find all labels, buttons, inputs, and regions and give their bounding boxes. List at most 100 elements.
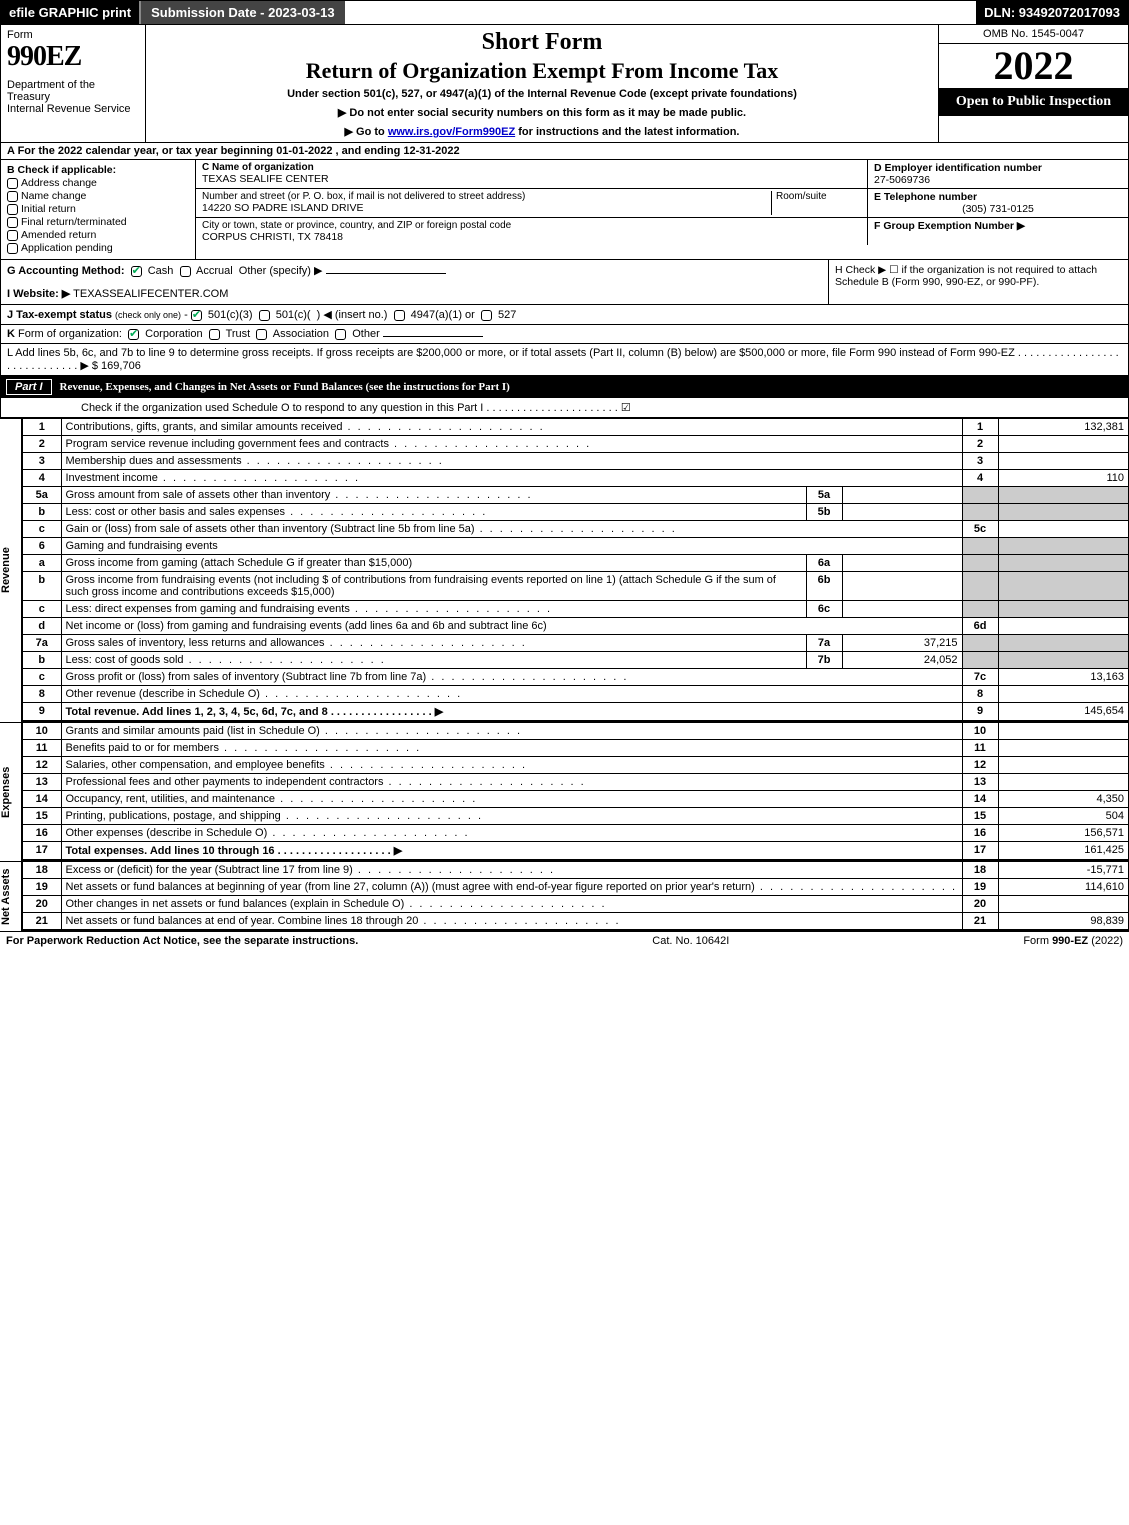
- line-6d: dNet income or (loss) from gaming and fu…: [23, 618, 1128, 635]
- address-label: Number and street (or P. O. box, if mail…: [202, 191, 771, 202]
- form-title: Return of Organization Exempt From Incom…: [154, 58, 930, 84]
- checkbox-icon[interactable]: [7, 230, 18, 241]
- telephone-label: E Telephone number: [874, 191, 1122, 203]
- expenses-table: 10Grants and similar amounts paid (list …: [23, 722, 1128, 860]
- netassets-table: 18Excess or (deficit) for the year (Subt…: [23, 861, 1128, 930]
- row-j-tax-exempt: J Tax-exempt status (check only one) - 5…: [0, 305, 1129, 325]
- line-15: 15Printing, publications, postage, and s…: [23, 808, 1128, 825]
- checkbox-icon[interactable]: [7, 178, 18, 189]
- line-6c: cLess: direct expenses from gaming and f…: [23, 601, 1128, 618]
- footer-right: Form 990-EZ (2022): [1023, 935, 1123, 947]
- form-number: 990EZ: [7, 41, 139, 73]
- line-9: 9Total revenue. Add lines 1, 2, 3, 4, 5c…: [23, 703, 1128, 721]
- footer-center: Cat. No. 10642I: [358, 935, 1023, 947]
- block-b-to-f: B Check if applicable: Address change Na…: [0, 160, 1129, 260]
- city-value: CORPUS CHRISTI, TX 78418: [202, 231, 861, 243]
- footer-left: For Paperwork Reduction Act Notice, see …: [6, 935, 358, 947]
- line-3: 3Membership dues and assessments3: [23, 453, 1128, 470]
- expenses-sidebar-label: Expenses: [0, 722, 22, 861]
- part-1-header: Part I Revenue, Expenses, and Changes in…: [0, 376, 1129, 398]
- checkbox-trust-icon[interactable]: [209, 329, 220, 340]
- line-10: 10Grants and similar amounts paid (list …: [23, 723, 1128, 740]
- opt-application-pending: Application pending: [7, 242, 189, 254]
- line-13: 13Professional fees and other payments t…: [23, 774, 1128, 791]
- org-name-value: TEXAS SEALIFE CENTER: [202, 173, 861, 185]
- revenue-section: Revenue 1Contributions, gifts, grants, a…: [0, 418, 1129, 722]
- line-5a: 5aGross amount from sale of assets other…: [23, 487, 1128, 504]
- checkbox-501c3-icon[interactable]: [191, 310, 202, 321]
- checkbox-icon[interactable]: [7, 243, 18, 254]
- opt-accrual: Accrual: [196, 265, 233, 277]
- checkbox-assoc-icon[interactable]: [256, 329, 267, 340]
- line-7a: 7aGross sales of inventory, less returns…: [23, 635, 1128, 652]
- checkbox-other-icon[interactable]: [335, 329, 346, 340]
- col-b-label: B Check if applicable:: [7, 164, 189, 176]
- expenses-section: Expenses 10Grants and similar amounts pa…: [0, 722, 1129, 861]
- line-7b: bLess: cost of goods sold7b24,052: [23, 652, 1128, 669]
- top-bar: efile GRAPHIC print Submission Date - 20…: [0, 0, 1129, 25]
- line-2: 2Program service revenue including gover…: [23, 436, 1128, 453]
- checkbox-accrual-icon[interactable]: [180, 266, 191, 277]
- form-subtitle: Under section 501(c), 527, or 4947(a)(1)…: [154, 88, 930, 100]
- address-value: 14220 SO PADRE ISLAND DRIVE: [202, 202, 771, 214]
- row-l-text: L Add lines 5b, 6c, and 7b to line 9 to …: [7, 347, 1119, 372]
- header-right: OMB No. 1545-0047 2022 Open to Public In…: [938, 25, 1128, 142]
- city-label: City or town, state or province, country…: [202, 220, 861, 231]
- line-5b: bLess: cost or other basis and sales exp…: [23, 504, 1128, 521]
- checkbox-icon[interactable]: [7, 204, 18, 215]
- website-label: I Website: ▶: [7, 288, 70, 300]
- ein-cell: D Employer identification number 27-5069…: [868, 160, 1128, 188]
- part-1-subtext: Check if the organization used Schedule …: [0, 398, 1129, 418]
- line-21: 21Net assets or fund balances at end of …: [23, 913, 1128, 930]
- form-header: Form 990EZ Department of the Treasury In…: [0, 25, 1129, 143]
- website-value: TEXASSEALIFECENTER.COM: [73, 288, 228, 300]
- short-form-title: Short Form: [154, 29, 930, 56]
- checkbox-cash-icon[interactable]: [131, 266, 142, 277]
- opt-address-change: Address change: [7, 177, 189, 189]
- col-g: G Accounting Method: Cash Accrual Other …: [1, 260, 828, 304]
- line-20: 20Other changes in net assets or fund ba…: [23, 896, 1128, 913]
- line-6a: aGross income from gaming (attach Schedu…: [23, 555, 1128, 572]
- telephone-cell: E Telephone number (305) 731-0125: [868, 189, 1128, 217]
- accounting-method-label: G Accounting Method:: [7, 265, 125, 277]
- col-h-schedule-b: H Check ▶ ☐ if the organization is not r…: [828, 260, 1128, 304]
- tax-year: 2022: [939, 44, 1128, 88]
- checkbox-icon[interactable]: [7, 217, 18, 228]
- opt-name-change: Name change: [7, 190, 189, 202]
- checkbox-corp-icon[interactable]: [128, 329, 139, 340]
- checkbox-4947-icon[interactable]: [394, 310, 405, 321]
- ein-label: D Employer identification number: [874, 162, 1122, 174]
- line-12: 12Salaries, other compensation, and empl…: [23, 757, 1128, 774]
- net-assets-section: Net Assets 18Excess or (deficit) for the…: [0, 861, 1129, 931]
- opt-cash: Cash: [148, 265, 174, 277]
- city-cell: City or town, state or province, country…: [196, 218, 868, 245]
- checkbox-icon[interactable]: [7, 191, 18, 202]
- instr-post: for instructions and the latest informat…: [515, 126, 739, 138]
- opt-amended-return: Amended return: [7, 229, 189, 241]
- checkbox-501c-icon[interactable]: [259, 310, 270, 321]
- address-cell: Number and street (or P. O. box, if mail…: [196, 189, 868, 217]
- org-name-cell: C Name of organization TEXAS SEALIFE CEN…: [196, 160, 868, 188]
- other-org-line: [383, 336, 483, 337]
- opt-initial-return: Initial return: [7, 203, 189, 215]
- row-l-value: 169,706: [101, 360, 141, 372]
- ssn-warning: ▶ Do not enter social security numbers o…: [154, 106, 930, 119]
- opt-final-return: Final return/terminated: [7, 216, 189, 228]
- line-1: 1Contributions, gifts, grants, and simil…: [23, 419, 1128, 436]
- omb-number: OMB No. 1545-0047: [939, 25, 1128, 44]
- irs-link[interactable]: www.irs.gov/Form990EZ: [388, 126, 515, 138]
- line-17: 17Total expenses. Add lines 10 through 1…: [23, 842, 1128, 860]
- page-footer: For Paperwork Reduction Act Notice, see …: [0, 931, 1129, 950]
- room-label: Room/suite: [776, 191, 861, 202]
- part-title: Revenue, Expenses, and Changes in Net As…: [60, 381, 510, 393]
- part-number: Part I: [6, 379, 52, 395]
- telephone-value: (305) 731-0125: [874, 203, 1122, 215]
- revenue-sidebar-label: Revenue: [0, 418, 22, 722]
- submission-date: Submission Date - 2023-03-13: [139, 1, 345, 24]
- efile-label: efile GRAPHIC print: [1, 1, 139, 24]
- org-name-label: C Name of organization: [202, 162, 861, 173]
- ein-value: 27-5069736: [874, 174, 1122, 186]
- line-8: 8Other revenue (describe in Schedule O)8: [23, 686, 1128, 703]
- line-5c: cGain or (loss) from sale of assets othe…: [23, 521, 1128, 538]
- checkbox-527-icon[interactable]: [481, 310, 492, 321]
